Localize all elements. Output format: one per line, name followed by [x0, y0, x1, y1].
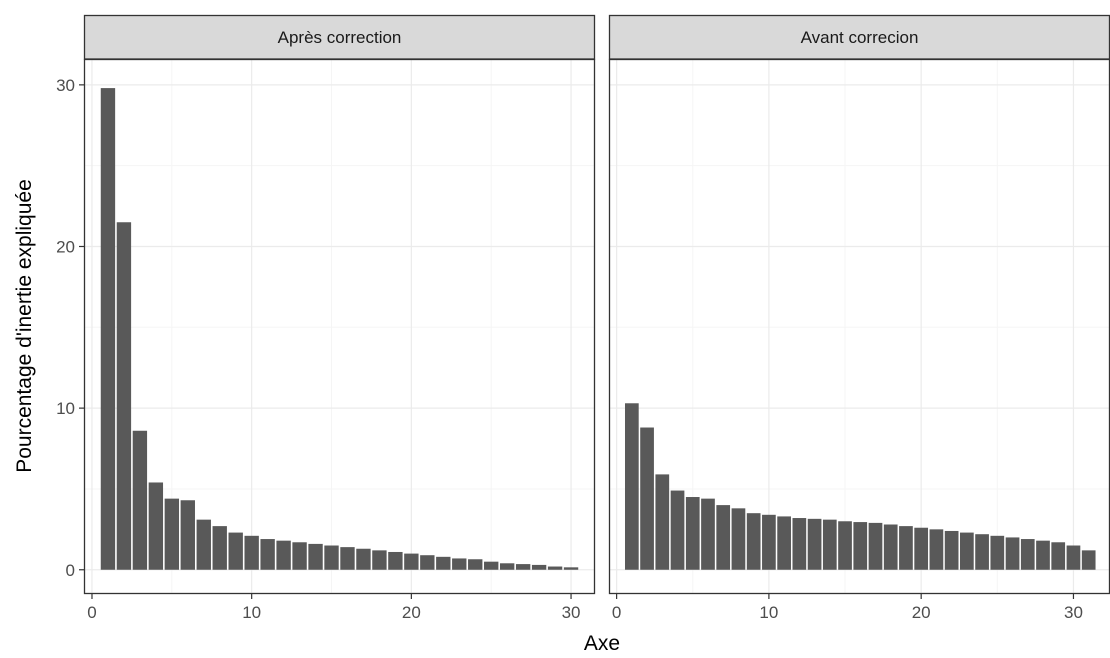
bar [499, 563, 515, 570]
bar [1020, 539, 1035, 570]
x-tick-label: 0 [87, 603, 96, 622]
bar [975, 534, 989, 570]
bar [655, 474, 670, 570]
y-tick-label: 30 [56, 76, 75, 95]
bar [944, 530, 959, 570]
panel-2: Avant correcion [608, 14, 1110, 595]
bar [1005, 537, 1020, 570]
x-tick-label: 0 [612, 603, 621, 622]
bar [853, 522, 868, 570]
bar [260, 539, 275, 570]
bar [372, 550, 387, 570]
bar [324, 545, 339, 570]
bar [746, 513, 761, 570]
bar [822, 519, 837, 570]
panel-1: Après correction [83, 14, 596, 595]
bar [624, 403, 639, 570]
y-tick-label: 0 [66, 561, 75, 580]
bar [404, 553, 419, 570]
y-axis-title: Pourcentage d'inertie expliquée [13, 179, 36, 473]
bar [670, 490, 685, 570]
x-tick-label: 30 [1064, 603, 1083, 622]
bar [100, 88, 116, 570]
bar [308, 543, 323, 570]
bar [929, 529, 944, 570]
y-tick-label: 10 [56, 399, 75, 418]
bar [468, 559, 483, 570]
bar [452, 558, 467, 570]
bar [420, 555, 435, 570]
bar [868, 522, 883, 570]
x-tick-label: 20 [912, 603, 931, 622]
bar [340, 547, 355, 570]
bar [762, 514, 776, 570]
bar [148, 482, 164, 570]
bar [292, 542, 307, 570]
bar [356, 548, 371, 570]
bar [640, 427, 654, 570]
bar [116, 222, 132, 570]
bar [132, 430, 148, 570]
facet-strip [83, 14, 596, 60]
bar [547, 566, 563, 570]
bar [960, 532, 974, 570]
bar [716, 505, 731, 570]
bar [807, 518, 822, 570]
bar [436, 556, 451, 570]
x-tick-label: 30 [562, 603, 581, 622]
bar [1081, 550, 1096, 570]
bar [777, 516, 791, 570]
x-tick-label: 20 [402, 603, 421, 622]
bar [838, 521, 852, 570]
bar [212, 526, 227, 570]
bar [883, 524, 898, 570]
bar [1036, 540, 1050, 570]
facet-strip [608, 14, 1110, 60]
bar [180, 500, 195, 570]
bar [276, 540, 291, 570]
x-tick-label: 10 [759, 603, 778, 622]
bar [914, 527, 929, 570]
bar [1066, 545, 1081, 570]
x-tick-label: 10 [242, 603, 261, 622]
bar [196, 519, 211, 570]
panels-layer: Après correction Avant correcion [83, 14, 1110, 595]
bar [792, 518, 807, 570]
bar [531, 564, 547, 570]
facet-strip-label: Après correction [278, 28, 402, 47]
bar [990, 535, 1005, 570]
x-axis-title: Axe [584, 632, 620, 655]
bar [899, 526, 913, 570]
x-axis: 0 10 20 30 0 10 20 30 [87, 594, 1083, 622]
bar [388, 551, 403, 570]
bar [1051, 542, 1066, 570]
y-axis: 0 10 20 30 [56, 76, 84, 580]
bar [164, 498, 180, 570]
bar [731, 508, 746, 570]
bar [685, 497, 700, 570]
y-tick-label: 20 [56, 237, 75, 256]
bar [244, 535, 259, 570]
bar [563, 567, 579, 570]
facet-strip-label: Avant correcion [801, 28, 919, 47]
bar [484, 561, 499, 570]
bar [701, 498, 715, 570]
bar [228, 532, 243, 570]
bar [515, 564, 531, 570]
